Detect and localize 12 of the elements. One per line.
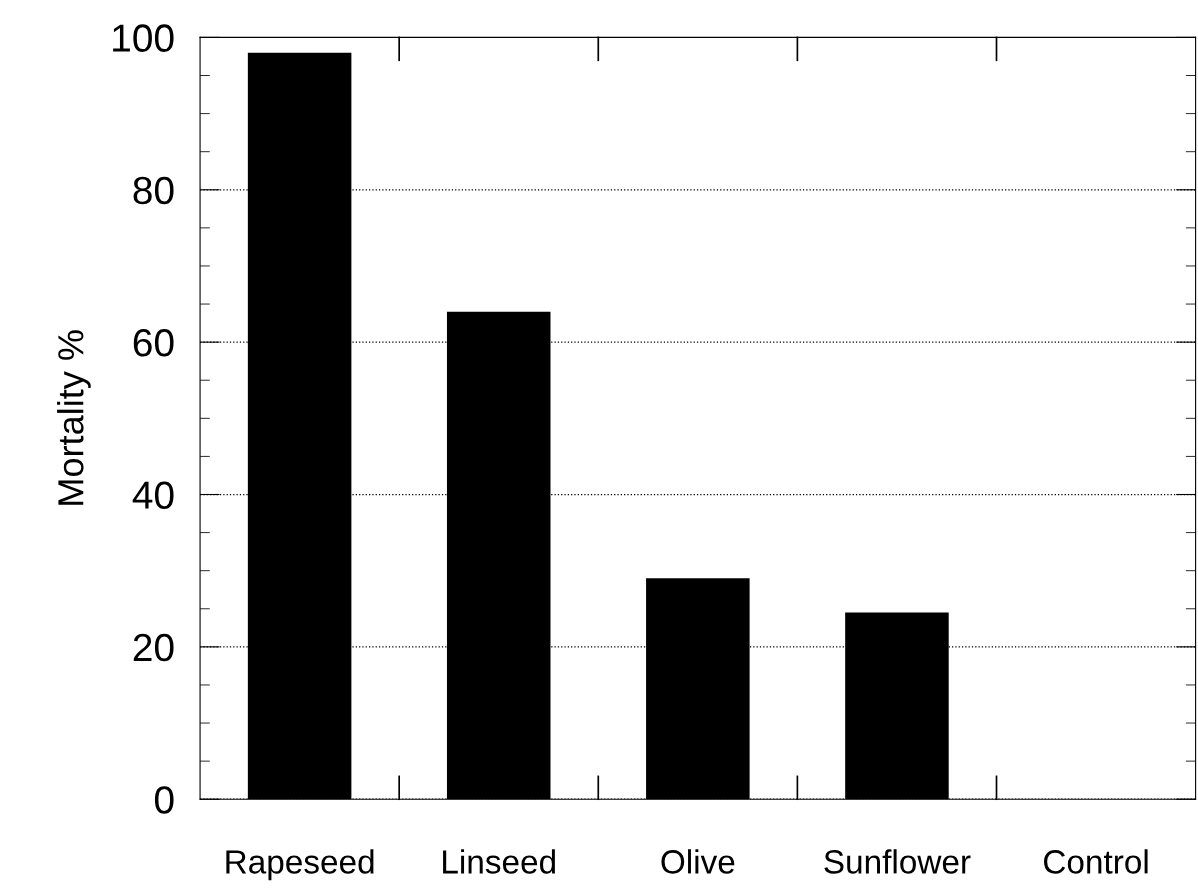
x-tick-label: Rapeseed bbox=[226, 849, 374, 881]
x-tick-label: Olive bbox=[661, 849, 735, 874]
y-tick-label: 0 bbox=[154, 786, 174, 814]
y-axis-title: Mortality % bbox=[57, 330, 91, 505]
y-tick-label: 80 bbox=[133, 176, 174, 205]
x-tick-label: Control bbox=[1044, 849, 1148, 874]
x-tick-label: Linseed bbox=[443, 849, 555, 874]
x-tick-label: Sunflower bbox=[824, 849, 971, 874]
y-tick-label: 60 bbox=[133, 329, 174, 357]
y-tick-label: 40 bbox=[132, 481, 174, 509]
y-tick-label: 100 bbox=[113, 24, 174, 52]
y-tick-label: 20 bbox=[133, 633, 174, 662]
